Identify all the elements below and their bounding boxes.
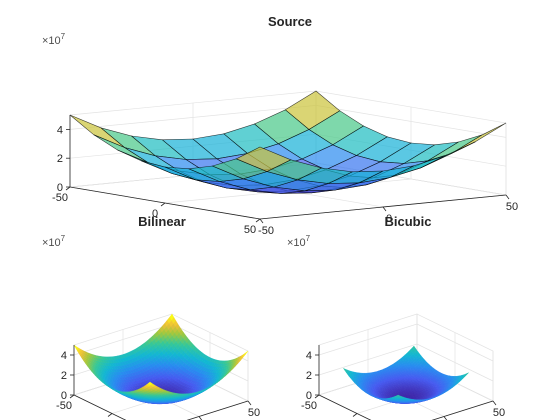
x-tick-label: 0 <box>386 213 392 225</box>
z-multiplier-exp: 7 <box>306 234 311 243</box>
y-tick <box>65 186 71 191</box>
surface-face <box>396 394 401 397</box>
surface-face <box>235 146 292 172</box>
x-tick-label: 50 <box>493 407 505 419</box>
z-multiplier-base: ×10 <box>287 237 306 249</box>
chart-title: Bilinear <box>138 214 186 229</box>
x-tick <box>505 194 510 200</box>
surface-faces <box>69 90 507 194</box>
z-tick-label: 2 <box>61 370 67 382</box>
x-tick <box>259 218 264 224</box>
y-tick-label: 50 <box>244 224 256 236</box>
y-tick <box>255 218 261 223</box>
x-tick-label: 50 <box>248 407 260 419</box>
y-tick-label: -50 <box>301 400 317 412</box>
z-multiplier-base: ×10 <box>42 237 61 249</box>
y-tick <box>107 413 113 417</box>
x-tick-label: 50 <box>506 201 518 213</box>
chart-title: Bicubic <box>385 214 432 229</box>
z-multiplier-base: ×10 <box>42 35 61 47</box>
x-tick <box>247 400 252 406</box>
surface-faces <box>342 345 469 404</box>
y-tick-label: 0 <box>99 419 105 420</box>
surface-face <box>69 114 125 148</box>
z-tick-label: 4 <box>57 124 63 136</box>
x-tick <box>382 206 387 212</box>
z-tick-label: 4 <box>306 350 312 362</box>
x-tick <box>198 416 203 420</box>
z-tick-label: 0 <box>61 390 67 402</box>
z-multiplier: ×107 <box>42 234 66 249</box>
z-tick-label: 2 <box>306 370 312 382</box>
z-multiplier: ×107 <box>287 234 311 249</box>
x-tick-label: -50 <box>258 225 274 237</box>
y-tick <box>314 394 320 399</box>
y-tick <box>352 413 358 417</box>
y-tick <box>69 394 75 399</box>
z-tick-label: 0 <box>57 182 63 194</box>
y-tick-label: 0 <box>152 208 158 220</box>
z-tick-label: 0 <box>306 390 312 402</box>
z-tick-label: 4 <box>61 350 67 362</box>
surface-faces <box>73 313 249 405</box>
y-tick-label: -50 <box>56 400 72 412</box>
z-tick-label: 2 <box>57 153 63 165</box>
chart-title: Source <box>268 14 312 29</box>
y-tick-label: -50 <box>52 192 68 204</box>
z-multiplier-exp: 7 <box>61 234 66 243</box>
surface-face <box>147 381 153 386</box>
z-multiplier: ×107 <box>42 32 66 47</box>
z-multiplier-exp: 7 <box>61 32 66 41</box>
x-tick <box>492 400 497 406</box>
x-tick <box>443 416 448 420</box>
y-tick <box>160 202 166 207</box>
y-tick-label: 0 <box>344 419 350 420</box>
